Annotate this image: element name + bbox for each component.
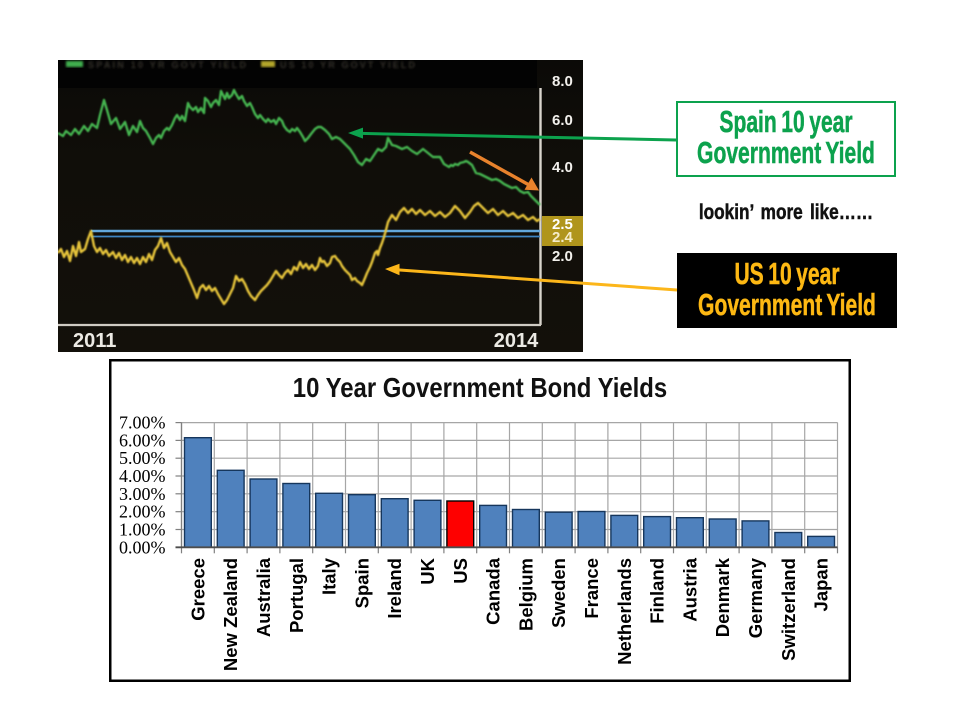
svg-text:6.00%: 6.00%: [119, 430, 166, 450]
svg-text:Germany: Germany: [745, 557, 766, 638]
svg-text:UK: UK: [417, 557, 438, 584]
svg-text:7.00%: 7.00%: [119, 413, 166, 433]
svg-text:New Zealand: New Zealand: [220, 558, 241, 671]
svg-text:Japan: Japan: [811, 558, 832, 611]
svg-text:4.00%: 4.00%: [119, 466, 166, 486]
svg-text:2.4: 2.4: [552, 229, 574, 246]
svg-text:5.00%: 5.00%: [119, 448, 166, 468]
svg-text:Belgium: Belgium: [515, 558, 536, 631]
svg-text:France: France: [581, 558, 602, 619]
svg-text:2.00%: 2.00%: [119, 502, 166, 522]
svg-text:6.0: 6.0: [552, 112, 573, 129]
svg-text:SPAIN 10 YR GOVT YIELD: SPAIN 10 YR GOVT YIELD: [88, 60, 247, 70]
svg-text:Canada: Canada: [483, 557, 504, 625]
svg-text:8.0: 8.0: [552, 73, 573, 90]
svg-text:Ireland: Ireland: [384, 558, 405, 619]
svg-text:Sweden: Sweden: [548, 558, 569, 628]
svg-text:Austria: Austria: [679, 557, 700, 621]
svg-text:US 10 YR GOVT YIELD: US 10 YR GOVT YIELD: [280, 60, 416, 70]
svg-text:Finland: Finland: [647, 558, 668, 624]
svg-text:Spain: Spain: [351, 558, 372, 608]
svg-text:2014: 2014: [494, 330, 539, 352]
svg-text:US: US: [450, 558, 471, 584]
svg-text:2.5: 2.5: [552, 216, 573, 233]
svg-text:Netherlands: Netherlands: [614, 558, 635, 665]
svg-text:1.00%: 1.00%: [119, 520, 166, 540]
svg-text:Portugal: Portugal: [286, 558, 307, 633]
svg-text:Australia: Australia: [253, 557, 274, 637]
svg-text:2.0: 2.0: [552, 248, 573, 265]
svg-text:Italy: Italy: [319, 557, 340, 595]
svg-text:10 Year Government Bond Yields: 10 Year Government Bond Yields: [293, 374, 667, 404]
svg-text:Switzerland: Switzerland: [778, 558, 799, 661]
svg-text:4.0: 4.0: [552, 159, 573, 176]
svg-text:2011: 2011: [73, 330, 116, 352]
svg-text:Greece: Greece: [187, 558, 208, 621]
svg-text:0.00%: 0.00%: [119, 537, 166, 557]
svg-text:3.00%: 3.00%: [119, 484, 166, 504]
svg-text:Denmark: Denmark: [712, 557, 733, 637]
